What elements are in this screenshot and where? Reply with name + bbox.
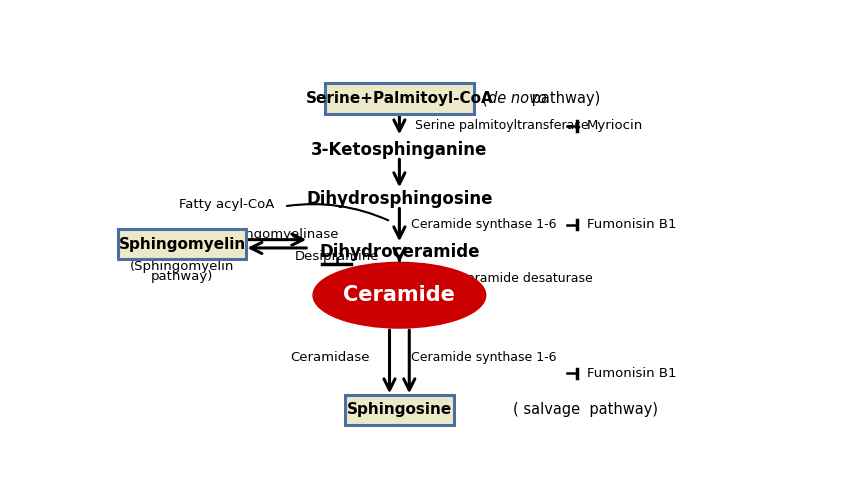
Text: (Sphingomyelin: (Sphingomyelin xyxy=(130,260,235,273)
Text: pathway): pathway) xyxy=(526,91,600,106)
Text: Dihydroceramide desaturase: Dihydroceramide desaturase xyxy=(411,273,592,285)
Text: Sphingomyelin: Sphingomyelin xyxy=(118,237,246,252)
Text: Fatty acyl-CoA: Fatty acyl-CoA xyxy=(178,198,275,211)
Text: Sphingomyelinase: Sphingomyelinase xyxy=(216,228,339,241)
Ellipse shape xyxy=(314,263,485,327)
Text: ( salvage  pathway): ( salvage pathway) xyxy=(513,402,659,417)
Text: Dihydrosphingosine: Dihydrosphingosine xyxy=(306,190,493,208)
Text: Fumonisin B1: Fumonisin B1 xyxy=(587,367,677,380)
Text: Serine+Palmitoyl-CoA: Serine+Palmitoyl-CoA xyxy=(305,91,493,106)
Text: 3-Ketosphinganine: 3-Ketosphinganine xyxy=(311,140,488,159)
Text: Ceramide: Ceramide xyxy=(343,285,456,305)
Text: Desipramine: Desipramine xyxy=(295,250,379,263)
Text: de novo: de novo xyxy=(488,91,547,106)
FancyBboxPatch shape xyxy=(345,395,454,425)
Text: Ceramide synthase 1-6: Ceramide synthase 1-6 xyxy=(411,351,556,364)
FancyBboxPatch shape xyxy=(326,83,473,114)
Text: Dihydroceramide: Dihydroceramide xyxy=(319,243,479,261)
Text: Serine palmitoyltransferase: Serine palmitoyltransferase xyxy=(415,119,588,133)
Text: Fumonisin B1: Fumonisin B1 xyxy=(587,218,677,231)
Text: (: ( xyxy=(482,91,488,106)
Text: Ceramidase: Ceramidase xyxy=(290,351,370,364)
Text: Myriocin: Myriocin xyxy=(587,119,643,133)
Text: Ceramide synthase 1-6: Ceramide synthase 1-6 xyxy=(411,218,556,231)
Text: Sphingosine: Sphingosine xyxy=(347,402,452,417)
Text: pathway): pathway) xyxy=(150,270,213,283)
FancyBboxPatch shape xyxy=(118,229,246,259)
